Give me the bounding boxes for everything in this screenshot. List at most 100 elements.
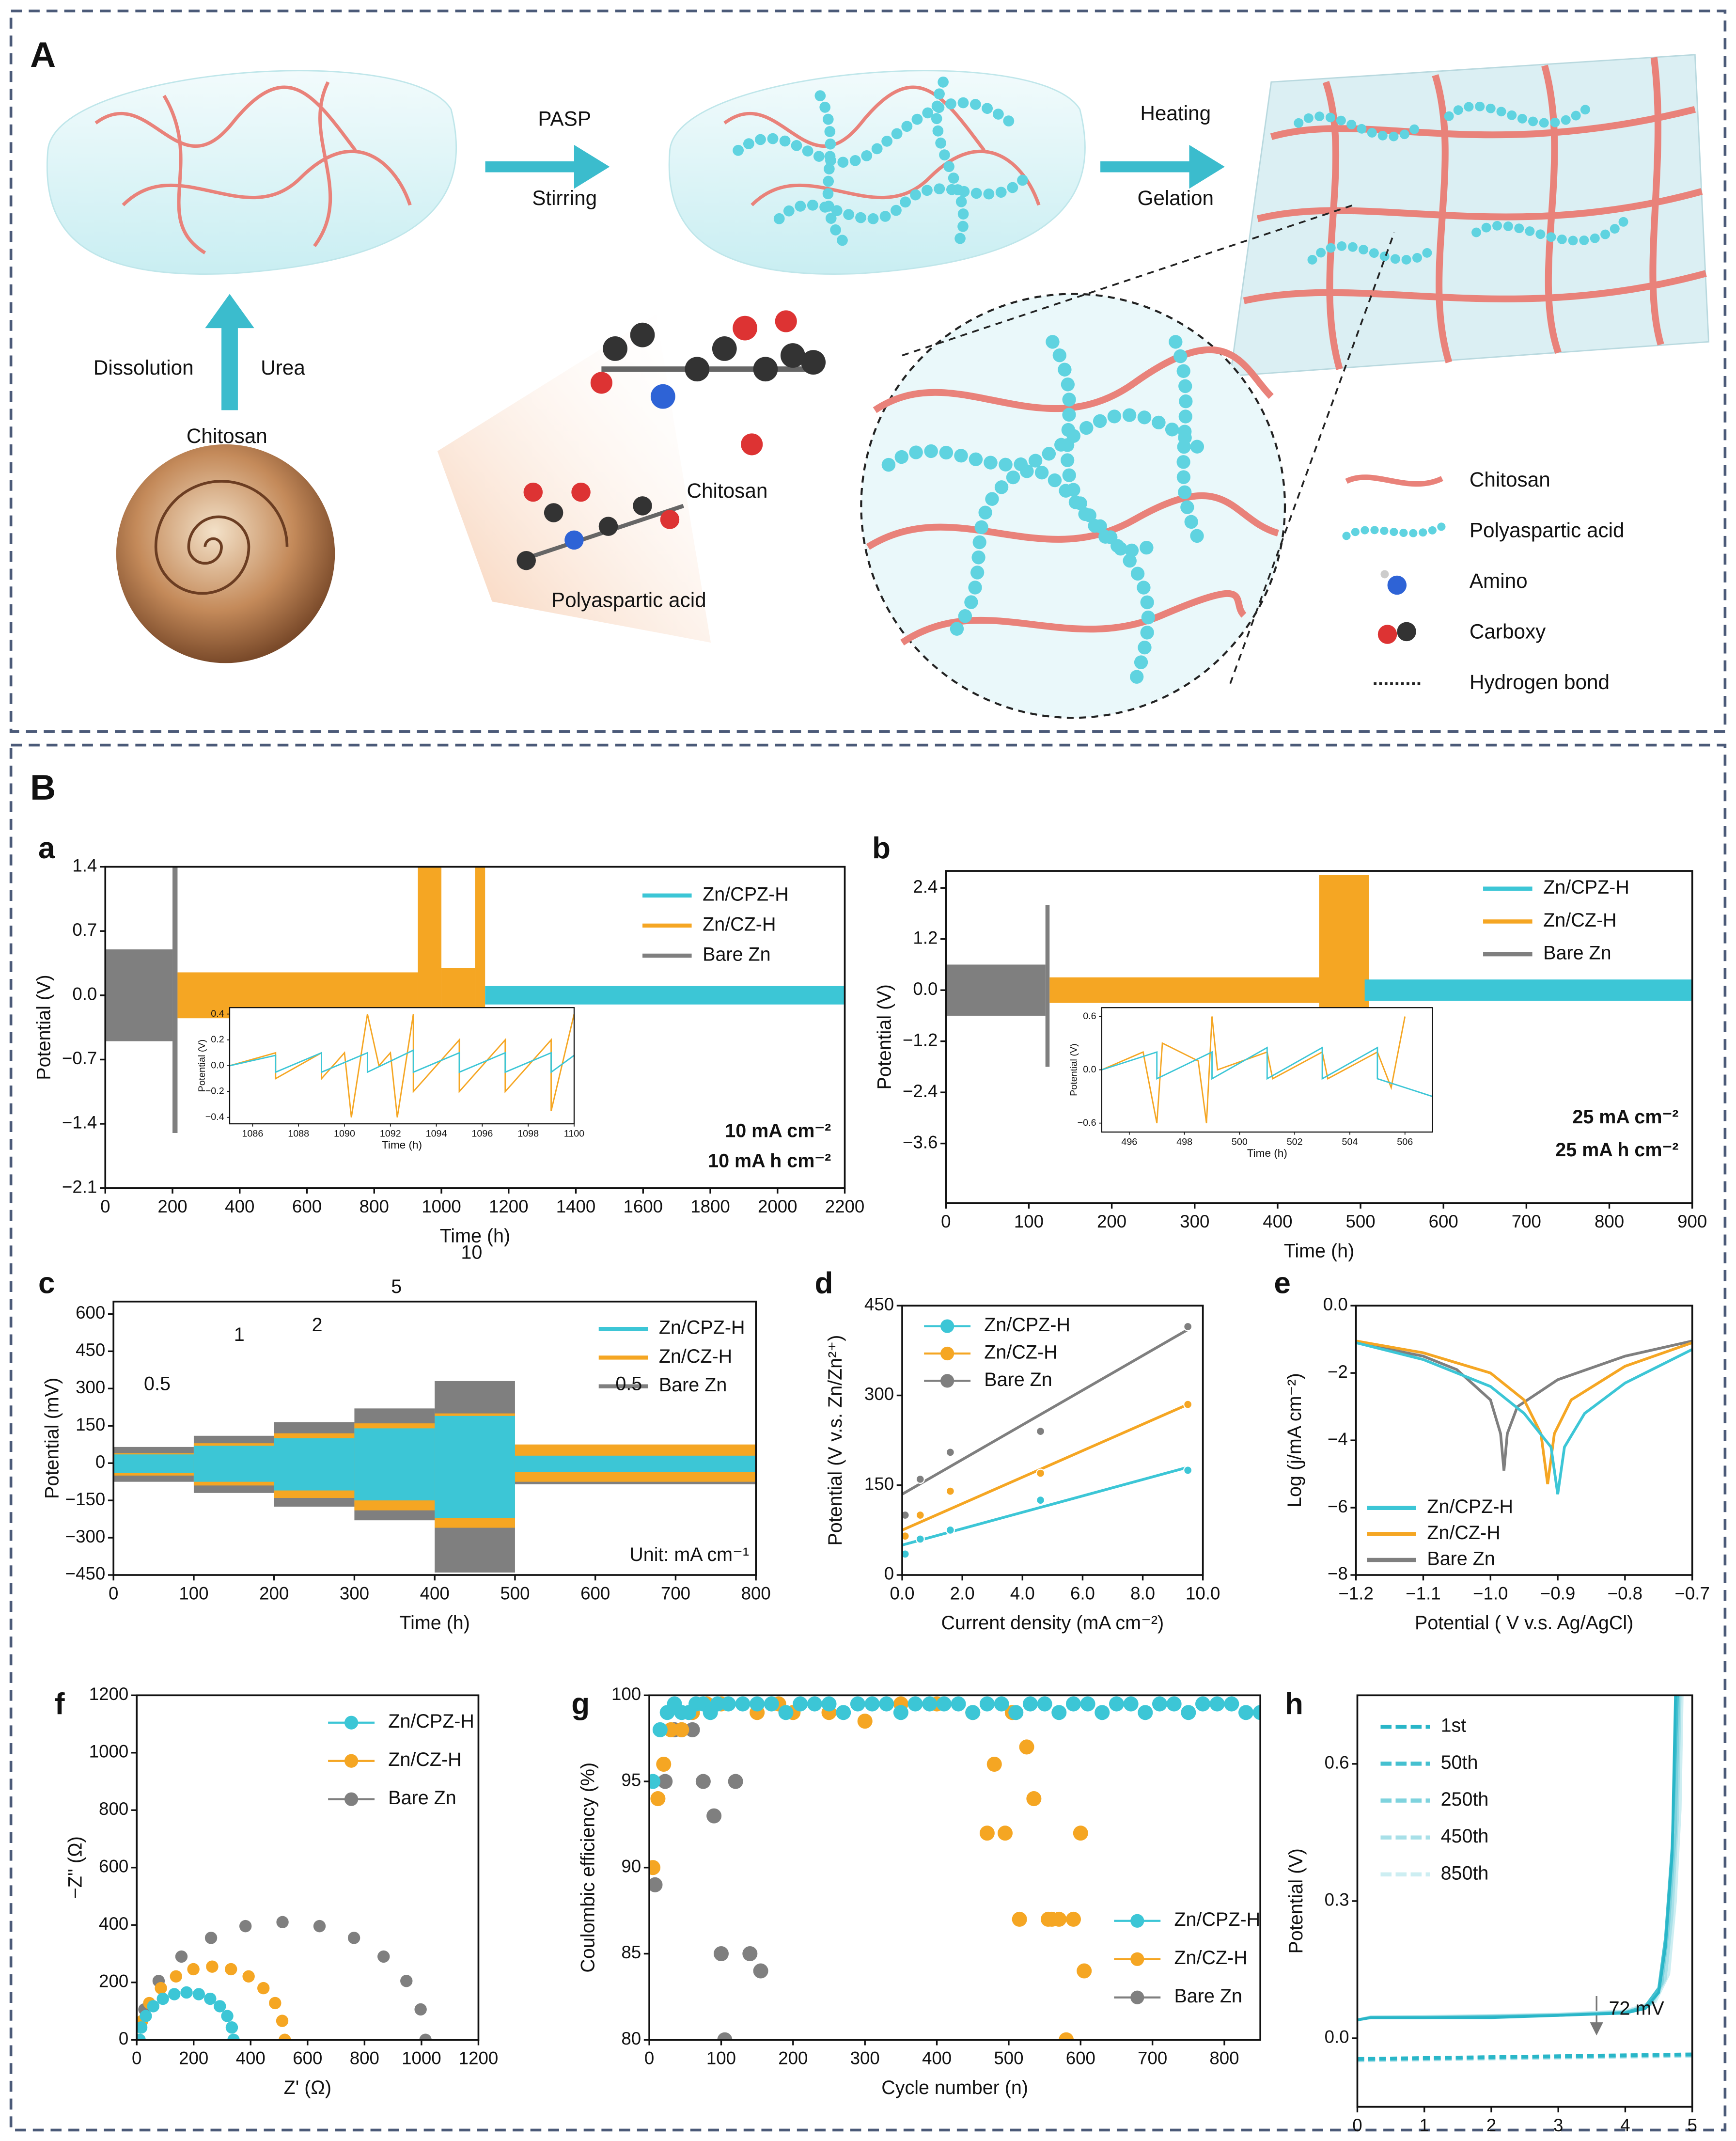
x-tick-label: 10.0 (1186, 1583, 1220, 1603)
x-axis-label: Time (h) (440, 1226, 511, 1247)
y-tick-label: −4 (1328, 1429, 1348, 1449)
voltage-band (113, 1454, 194, 1473)
panel-a-text: A PASP Stirring Heating Gelation Dissolu… (30, 35, 1624, 807)
data-point (674, 1722, 689, 1737)
data-point (945, 1448, 955, 1457)
data-point (945, 1525, 955, 1535)
x-tick-label: 504 (1342, 1137, 1358, 1148)
panel-border (9, 743, 1727, 2132)
x-tick-label: 2000 (758, 1196, 798, 1216)
snail-spiral (154, 480, 289, 595)
data-point (147, 2000, 159, 2013)
data-point (997, 1826, 1013, 1841)
data-point (936, 1696, 952, 1712)
data-point (1252, 1705, 1261, 1720)
panel-label: a (38, 832, 55, 865)
legend-label: Carboxy (1470, 620, 1546, 643)
y-tick-label: 300 (76, 1377, 105, 1397)
data-point (728, 1774, 743, 1789)
chart: 0 100 200 300 400 500 600 700 800 80 85 90 95 100 Cycl… (571, 1684, 1262, 2098)
panel-label: B (30, 768, 56, 807)
data-point (1195, 1696, 1211, 1712)
y-tick-label: 150 (76, 1415, 105, 1434)
voltage-band (172, 866, 178, 1133)
legend-marker (940, 1346, 954, 1361)
axes-frame (901, 1305, 1204, 1576)
x-tick-label: 5 (1687, 2115, 1697, 2135)
fit-line (902, 1403, 1189, 1531)
x-tick-label: 700 (1138, 2048, 1167, 2068)
axes-frame (648, 1694, 1262, 2041)
legend-marker (1130, 1990, 1144, 2004)
annotation: 0.5 (144, 1373, 171, 1394)
voltage-band (274, 1438, 355, 1491)
y-tick-label: 450 (864, 1294, 894, 1314)
data-point (902, 1531, 910, 1541)
y-tick-label: −450 (65, 1564, 106, 1584)
data-point (713, 1946, 729, 1962)
data-point (156, 1992, 169, 2005)
x-tick-label: 1086 (242, 1129, 263, 1139)
data-line (1357, 1695, 1682, 2021)
molecule-label: Polyaspartic acid (551, 589, 706, 612)
data-point (1035, 1427, 1046, 1436)
plot-area (902, 1322, 1193, 1559)
annotation: 25 mA h cm⁻² (1555, 1139, 1678, 1161)
inset-background (229, 1008, 574, 1124)
plot-area (113, 1381, 756, 1573)
data-point (710, 1696, 725, 1712)
chart: −1.2 −1.1 −1.0 −0.9 −0.8 −0.7 −8 −6 −4 −2 0.0 Poten… (1274, 1266, 1709, 1634)
legend-marker (344, 1792, 359, 1806)
panel-label: b (872, 832, 891, 865)
axes-frame (104, 866, 846, 1189)
x-tick-label: 2 (1486, 2115, 1496, 2135)
data-line (1357, 1695, 1677, 2021)
y-tick-label: 0 (95, 1452, 105, 1472)
x-tick-label: 200 (179, 2048, 208, 2068)
y-tick-label: 1.2 (913, 928, 938, 947)
y-tick-label: 400 (99, 1914, 128, 1934)
data-point (1022, 1696, 1038, 1712)
y-axis-label: Log (j/mA cm⁻²) (1284, 1373, 1305, 1508)
panel-label: h (1285, 1687, 1303, 1721)
data-point (836, 1705, 851, 1720)
x-tick-label: 1092 (380, 1129, 401, 1139)
data-point (1109, 1696, 1124, 1712)
data-point (1138, 1705, 1153, 1720)
axes-frame (1355, 1305, 1693, 1576)
x-tick-label: 1000 (402, 2048, 441, 2068)
y-tick-label: −0.6 (1078, 1118, 1096, 1128)
voltage-band (946, 964, 1046, 1016)
y-tick-label: −2.1 (62, 1177, 97, 1196)
data-point (192, 1988, 205, 2000)
x-tick-label: 4 (1620, 2115, 1630, 2135)
data-point (1065, 1696, 1081, 1712)
y-tick-label: 1.4 (72, 855, 97, 875)
y-tick-label: 300 (864, 1384, 894, 1404)
y-tick-label: 0.6 (1083, 1011, 1096, 1022)
data-point (204, 1932, 218, 1944)
legend-label: Zn/CPZ-H (1543, 877, 1629, 898)
voltage-band (435, 1416, 515, 1518)
y-tick-label: −1.2 (903, 1030, 938, 1050)
data-point (206, 1960, 219, 1973)
data-point (915, 1534, 925, 1544)
y-tick-label: −0.2 (205, 1086, 224, 1097)
data-point (656, 1756, 672, 1772)
data-point (1123, 1696, 1139, 1712)
data-point (922, 1696, 938, 1712)
x-tick-label: 1600 (624, 1196, 663, 1216)
x-tick-label: 498 (1176, 1137, 1192, 1148)
x-tick-label: 600 (292, 1196, 322, 1216)
data-point (1181, 1705, 1196, 1720)
data-line (1101, 1046, 1433, 1097)
data-point (1073, 1826, 1088, 1841)
x-tick-label: 300 (1180, 1212, 1209, 1231)
legend-label: Zn/CPZ-H (703, 883, 789, 905)
x-tick-label: 506 (1397, 1137, 1413, 1148)
x-tick-label: −0.9 (1540, 1583, 1575, 1603)
y-axis-label: Potential (V) (1285, 1848, 1307, 1953)
x-tick-label: 400 (420, 1583, 450, 1603)
data-point (649, 1877, 663, 1892)
